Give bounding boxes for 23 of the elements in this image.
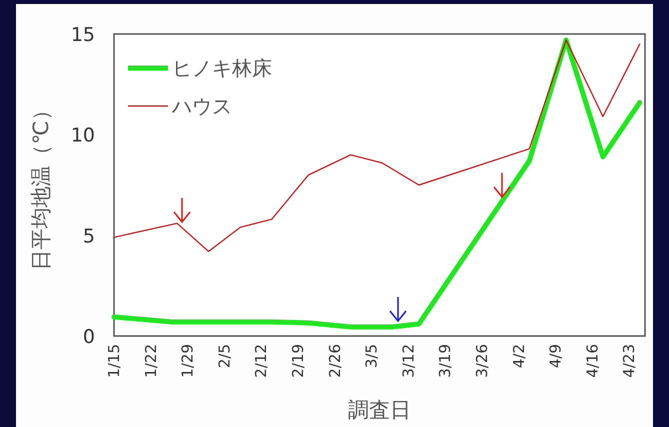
x-tick-label: 2/19 xyxy=(289,344,308,378)
x-tick-label: 2/5 xyxy=(215,344,234,368)
y-tick-label: 15 xyxy=(70,24,95,46)
x-tick-label: 4/23 xyxy=(620,344,638,378)
x-tick-label: 4/9 xyxy=(546,344,565,368)
y-tick-label: 0 xyxy=(82,326,95,348)
x-tick-label: 2/12 xyxy=(252,344,270,378)
x-tick-label: 4/16 xyxy=(583,344,602,378)
x-tick-label: 1/29 xyxy=(178,344,197,378)
y-axis-title: 日平均地温（℃） xyxy=(29,100,53,270)
x-tick-label: 1/22 xyxy=(142,344,160,378)
y-tick-label: 10 xyxy=(70,124,95,147)
x-tick-label: 4/2 xyxy=(510,344,528,368)
x-tick-label: 1/15 xyxy=(105,344,123,378)
x-tick-label: 3/12 xyxy=(399,344,418,378)
x-tick-label: 3/5 xyxy=(362,344,381,368)
y-tick-label: 5 xyxy=(82,225,95,248)
x-axis-title: 調査日 xyxy=(348,398,411,422)
x-tick-label: 3/19 xyxy=(436,344,454,378)
legend-label: ハウス xyxy=(171,94,232,118)
x-tick-label: 2/26 xyxy=(326,344,344,378)
legend-label: ヒノキ林床 xyxy=(172,56,272,80)
x-tick-label: 3/26 xyxy=(473,344,492,378)
